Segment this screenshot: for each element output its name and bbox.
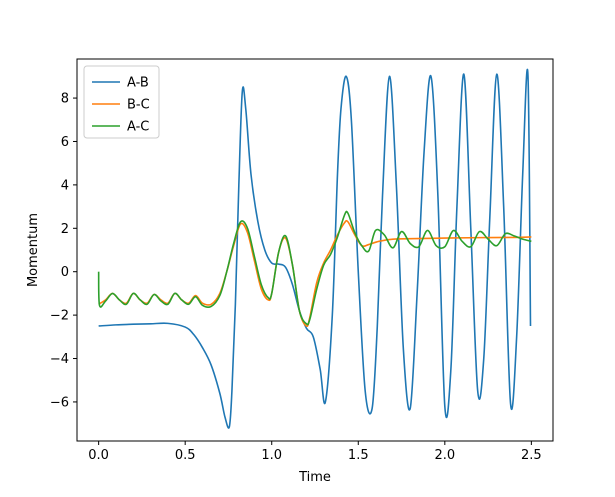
x-tick-label: 0.0 [88,448,109,463]
x-tick-label: 2.5 [521,448,542,463]
y-axis-label: Momentum [26,213,41,287]
x-tick-label: 2.0 [434,448,455,463]
y-tick-label: 8 [61,92,69,107]
x-axis-label: Time [298,470,331,485]
y-tick-label: 4 [61,178,69,193]
y-axis-ticks: −6 −4 −2 0 2 4 6 8 [50,92,77,410]
y-tick-label: 2 [61,222,69,237]
series-line-a-c [97,210,532,326]
plot-lines [97,68,532,429]
legend: A-B B-C A-C [83,65,160,139]
x-tick-label: 0.5 [175,448,196,463]
x-tick-label: 1.5 [348,448,369,463]
series-line-b-c [98,219,532,327]
x-tick-label: 1.0 [261,448,282,463]
legend-label-b-c: B-C [127,98,150,113]
y-tick-label: −2 [50,309,69,324]
y-tick-label: 0 [61,265,69,280]
legend-box [83,65,160,139]
y-tick-label: −4 [50,352,69,367]
y-tick-label: 6 [61,135,69,150]
legend-label-a-c: A-C [127,120,149,135]
axes-frame [76,58,554,442]
x-axis-ticks: 0.0 0.5 1.0 1.5 2.0 2.5 [88,441,542,463]
y-tick-label: −6 [50,395,69,410]
series-line-a-b [98,68,532,429]
legend-label-a-b: A-B [127,76,149,91]
